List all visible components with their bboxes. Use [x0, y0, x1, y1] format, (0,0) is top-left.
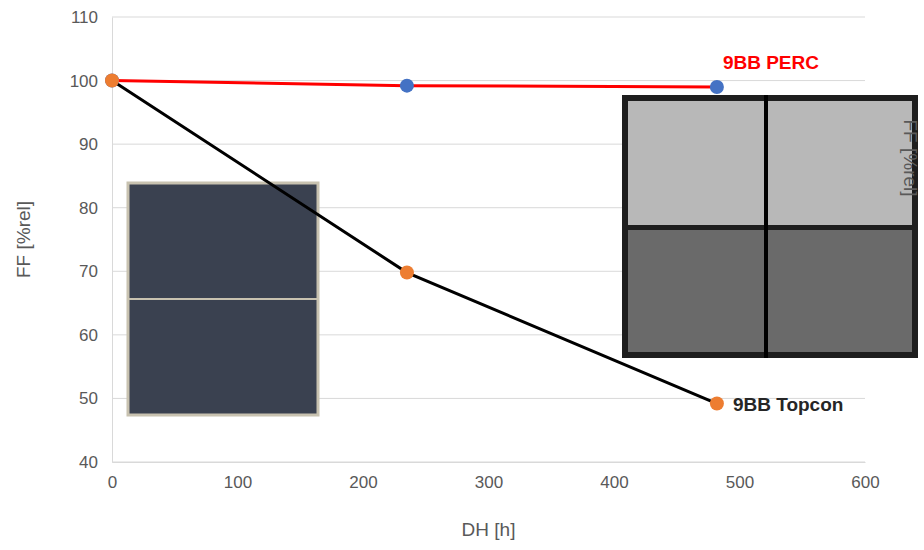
- series-line: [112, 81, 717, 87]
- series-marker: [105, 74, 119, 88]
- x-tick-label: 200: [349, 473, 377, 492]
- grid-line: [112, 80, 865, 81]
- y-tick-label: 100: [70, 72, 98, 91]
- series-label: 9BB PERC: [723, 52, 819, 73]
- series-label: 9BB Topcon: [733, 394, 843, 415]
- y-tick: 60: [79, 326, 112, 345]
- series-marker: [105, 74, 119, 88]
- y2-axis-title: FF [%rel]: [900, 119, 921, 196]
- module-photo: [128, 183, 318, 415]
- x-tick: 500: [726, 462, 754, 492]
- series-marker: [400, 266, 414, 280]
- y-tick: 90: [79, 135, 112, 154]
- y-tick-label: 90: [79, 135, 98, 154]
- x-tick: 200: [349, 462, 377, 492]
- x-tick-label: 500: [726, 473, 754, 492]
- y-tick-label: 60: [79, 326, 98, 345]
- x-tick-label: 0: [108, 473, 117, 492]
- y-tick-label: 110: [71, 8, 98, 27]
- x-tick-label: 300: [475, 473, 503, 492]
- series-marker: [710, 80, 724, 94]
- y-tick-label: 80: [79, 199, 98, 218]
- plot-area: [105, 74, 724, 411]
- x-tick-label: 100: [224, 473, 252, 492]
- x-axis-title: DH [h]: [462, 519, 516, 540]
- chart: 0 100 200 300 400 500 600 40 50 60 70 80 90 100 110 DH …: [0, 0, 924, 550]
- photos: [128, 95, 918, 415]
- y-tick: 70: [79, 262, 112, 281]
- series-line: [112, 81, 717, 404]
- y-tick-label: 50: [79, 389, 98, 408]
- series-marker: [400, 79, 414, 93]
- series-marker: [710, 397, 724, 411]
- grid-line: [112, 17, 865, 18]
- el-photo-lower: [628, 230, 912, 352]
- y-tick: 50: [79, 389, 112, 408]
- x-axis: 0 100 200 300 400 500 600: [108, 462, 880, 492]
- y-tick: 40: [79, 453, 112, 472]
- x-tick: 400: [600, 462, 628, 492]
- x-axis-line: [113, 462, 866, 463]
- x-tick: 0: [108, 462, 117, 492]
- module-photo-split: [128, 298, 318, 300]
- y-tick-label: 70: [79, 262, 98, 281]
- grid-line: [112, 462, 865, 463]
- y-axis-title: FF [%rel]: [13, 201, 34, 278]
- x-tick-label: 600: [851, 473, 879, 492]
- x-tick: 300: [475, 462, 503, 492]
- x-tick: 600: [851, 462, 879, 492]
- el-photo-upper: [628, 101, 912, 225]
- y-tick-label: 40: [79, 453, 98, 472]
- x-tick-label: 400: [600, 473, 628, 492]
- el-photo-divider: [764, 95, 768, 358]
- y-tick: 110: [71, 8, 112, 27]
- el-photo: [622, 95, 918, 358]
- y-tick: 80: [79, 199, 112, 218]
- x-tick: 100: [224, 462, 252, 492]
